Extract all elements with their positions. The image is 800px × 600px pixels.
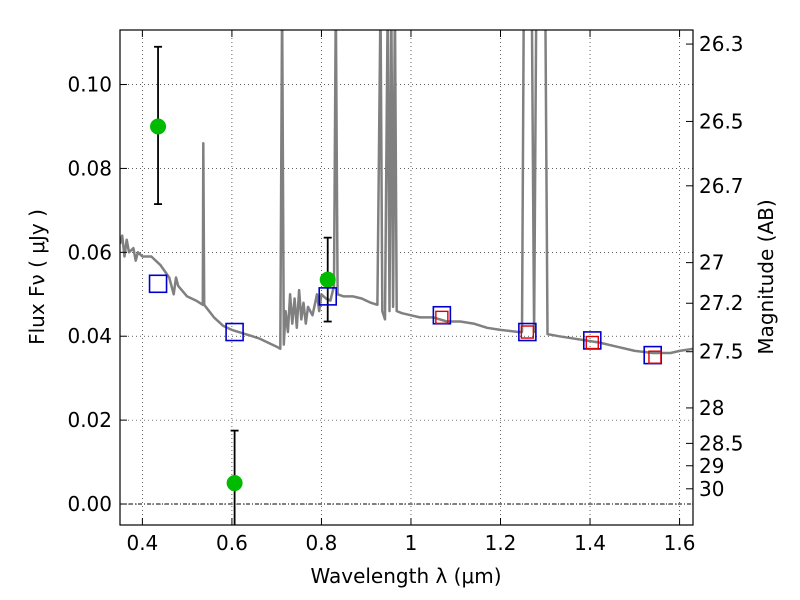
x-tick-label: 0.4 [126,531,158,555]
grid-lines [120,30,693,525]
mag-tick-label: 27.5 [699,340,744,364]
y-tick-label: 0.00 [67,492,112,516]
fit-band-square [648,350,662,364]
x-tick-label: 1 [405,531,418,555]
mag-tick-label: 30 [699,477,724,501]
y-tick-label: 0.02 [67,408,112,432]
fit-band-square [435,310,449,325]
x-tick-label: 0.6 [216,531,248,555]
x-tick-label: 1.6 [664,531,696,555]
mag-tick-label: 28 [699,396,724,420]
observed-point [226,475,243,492]
mag-tick-label: 26.7 [699,174,744,198]
fit-band-square [520,325,535,339]
tick-labels: 0.4 0.6 0.8 1 1.2 1.4 1.6 0.00 0.02 0.04 0.06 0.08 0… [67,32,743,555]
data-marks [148,45,663,525]
mag-tick-label: 28.5 [699,431,744,455]
sed-model-line [120,30,693,355]
x-tick-label: 0.8 [306,531,338,555]
model-band-square [318,287,338,306]
x-tick-label: 1.2 [485,531,517,555]
observed-point [150,118,167,135]
y-tick-label: 0.06 [67,240,112,264]
mag-tick-label: 26.3 [699,32,744,56]
y-tick-label: 0.10 [67,73,112,97]
model-band-square [148,274,168,294]
y-axis-label: Flux Fν ( μJy ) [25,209,49,345]
axis-ticks [120,30,693,525]
x-tick-label: 1.4 [574,531,606,555]
plot-background [120,30,693,525]
model-band-square [225,322,244,342]
mag-tick-label: 27.2 [699,291,744,315]
y-tick-label: 0.04 [67,324,112,348]
mag-tick-label: 26.5 [699,109,744,133]
x-axis-label: Wavelength λ (μm) [310,564,501,588]
fit-band-square [585,335,599,350]
model-band-square [518,322,537,342]
mag-tick-label: 29 [699,454,724,478]
observed-point [319,271,336,288]
y2-axis-label: Magnitude (AB) [754,199,778,354]
mag-tick-label: 27 [699,251,724,275]
plot-frame [119,29,694,526]
y-tick-label: 0.08 [67,156,112,180]
